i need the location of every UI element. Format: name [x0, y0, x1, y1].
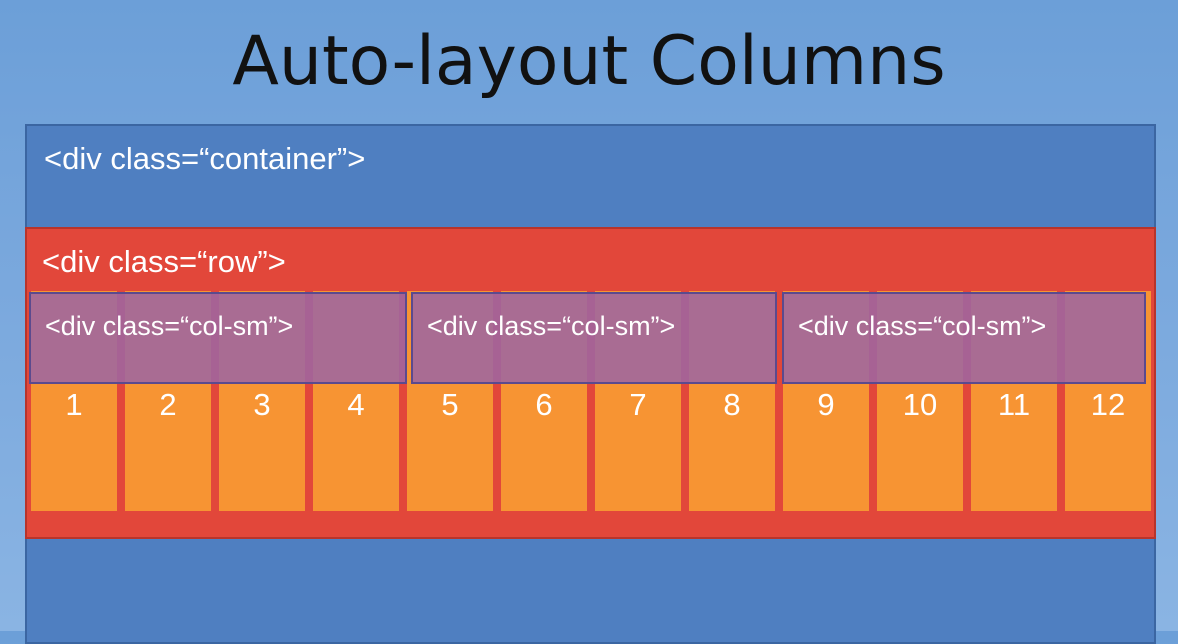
grid-column-number: 12 [1090, 387, 1126, 422]
grid-column-number: 2 [159, 387, 177, 422]
grid-column-number: 3 [253, 387, 271, 422]
container-label: <div class=“container”> [44, 141, 366, 176]
col-sm-label: <div class=“col-sm”> [798, 311, 1047, 341]
col-sm-box: <div class=“col-sm”> [29, 292, 407, 384]
col-sm-box: <div class=“col-sm”> [411, 292, 777, 384]
col-sm-box: <div class=“col-sm”> [782, 292, 1146, 384]
grid-column-number: 10 [902, 387, 938, 422]
grid-column-number: 11 [997, 387, 1031, 422]
grid-column-number: 7 [629, 387, 647, 422]
grid-column-number: 4 [347, 387, 365, 422]
grid-column-number: 1 [65, 387, 83, 422]
grid-column-number: 9 [817, 387, 835, 422]
grid-column-number: 8 [723, 387, 741, 422]
col-sm-label: <div class=“col-sm”> [45, 311, 294, 341]
slide-title: Auto-layout Columns [232, 22, 946, 101]
row-label: <div class=“row”> [42, 244, 286, 279]
grid-column-number: 5 [441, 387, 459, 422]
grid-column-number: 6 [535, 387, 553, 422]
col-sm-label: <div class=“col-sm”> [427, 311, 676, 341]
